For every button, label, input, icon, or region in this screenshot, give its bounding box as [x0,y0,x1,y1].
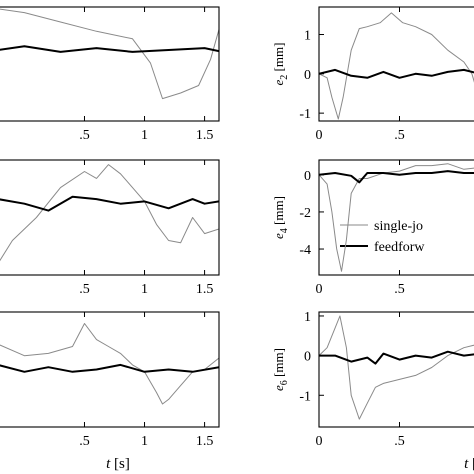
series-feedforward-line [319,350,474,365]
plot-frame [0,6,220,122]
x-axis-label: t [s] [106,456,130,472]
panel-e2: 0 .5 -1 0 1 e2 [mm] [271,6,474,143]
y-axis-label: e6 [mm] [271,348,290,391]
series-feedforward-line [319,170,474,184]
plot-frame [0,159,220,276]
series-single-joint-line [319,12,474,120]
legend-single-label: single-jo [374,219,423,234]
panel-e4: 0 .5 -4 -2 0 e4 [mm] [271,159,474,297]
series-group [0,323,219,405]
y-tick-label: 0 [304,350,311,365]
x-tick-label: .5 [394,434,405,449]
x-tick-label: 0 [316,128,323,143]
panel-e6: 0 .5 -1 0 1 e6 [mm] [271,310,474,449]
x-tick-label: 1 [141,434,148,449]
x-tick-label: .5 [79,434,90,449]
legend: single-jo feedforw [340,219,425,255]
series-single-joint-line [319,315,474,420]
series-feedforward-line [319,68,474,79]
x-tick-label: 1.5 [196,282,214,297]
series-feedforward-line [0,363,219,373]
series-group [0,8,219,100]
x-tick-label: 1.5 [196,128,214,143]
panel-e5: .5 1 1.5 [0,311,220,449]
legend-background [336,216,474,258]
y-axis-label: e4 [mm] [271,196,290,239]
y-tick-label: -4 [299,243,311,258]
x-tick-label: 1.5 [196,434,214,449]
plot-frame [0,311,220,428]
series-feedforward-line [0,45,219,53]
x-axis-label: t [s] [464,456,474,472]
x-tick-label: .5 [79,282,90,297]
y-tick-label: -1 [299,107,311,122]
x-tick-label: 0 [316,282,323,297]
y-tick-label: 1 [304,310,311,325]
series-single-joint-line [0,164,219,262]
series-feedforward-line [0,195,219,212]
panel-e3: .5 1 1.5 [0,159,220,297]
y-axis-label: e2 [mm] [271,43,290,86]
series-single-joint-line [0,8,219,100]
x-tick-label: .5 [394,128,405,143]
x-tick-label: 1 [141,282,148,297]
x-tick-label: 0 [316,434,323,449]
panel-e1: .5 1 1.5 [0,6,220,143]
x-tick-label: 1 [141,128,148,143]
series-single-joint-line [0,323,219,405]
x-tick-label: .5 [394,282,405,297]
y-tick-label: -1 [299,389,311,404]
series-group [319,315,474,420]
y-tick-label: 0 [304,68,311,83]
x-tick-label: .5 [79,128,90,143]
series-group [319,163,474,272]
plot-frame [318,6,474,122]
y-tick-label: 1 [304,29,311,44]
y-tick-label: 0 [304,169,311,184]
y-tick-label: -2 [299,206,311,221]
series-group [319,12,474,120]
legend-ff-label: feedforw [374,240,425,255]
series-group [0,164,219,262]
